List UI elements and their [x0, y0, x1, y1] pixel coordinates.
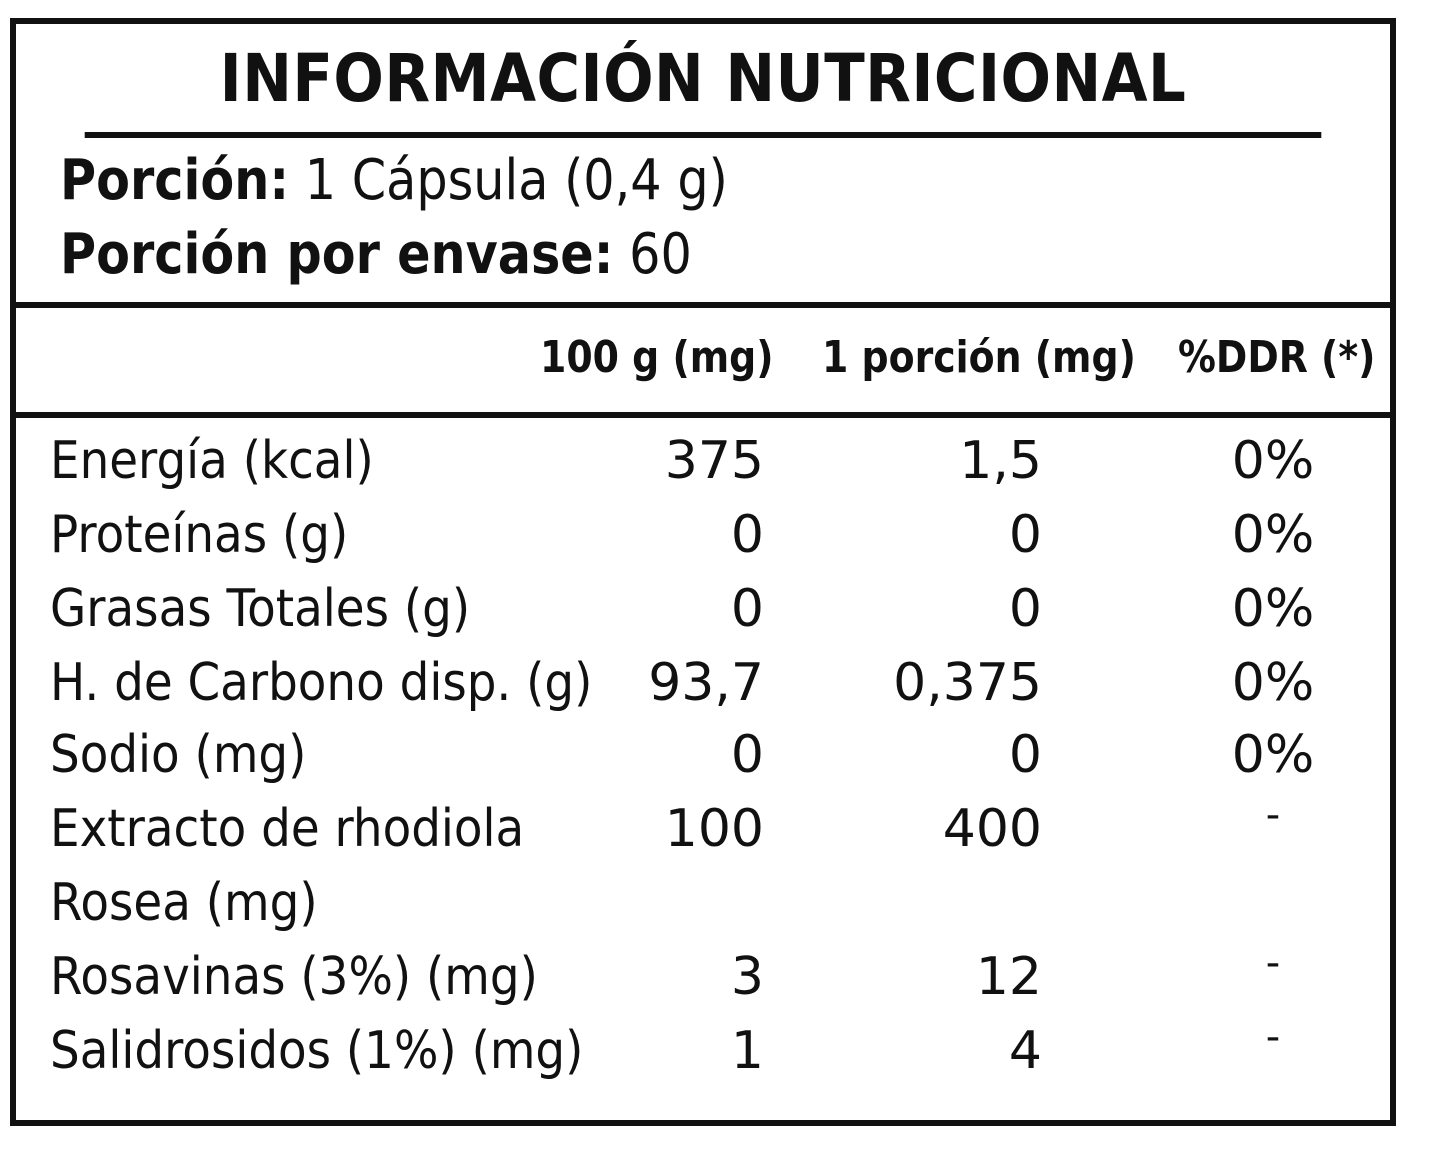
nutrient-name: Rosea (mg)	[50, 873, 318, 933]
nutrient-name: Salidrosidos (1%) (mg)	[50, 1021, 584, 1081]
value-ddr: 0%	[1231, 505, 1315, 565]
value-per-serving: 0	[1008, 505, 1042, 565]
table-row: Proteínas (g) 0 0 0%	[16, 498, 1390, 572]
value-ddr: -	[1265, 1014, 1281, 1060]
value-per-serving: 0	[1008, 725, 1042, 785]
value-per-100g: 0	[730, 725, 764, 785]
column-header-100g: 100 g (mg)	[540, 332, 774, 383]
column-header-serving: 1 porción (mg)	[822, 332, 1136, 383]
table-row: Rosea (mg)	[16, 866, 1390, 940]
table-row: Energía (kcal) 375 1,5 0%	[16, 424, 1390, 498]
servings-per-container: Porción por envase: 60	[60, 222, 692, 287]
value-ddr: 0%	[1231, 579, 1315, 639]
value-per-100g: 0	[730, 579, 764, 639]
nutrient-name: Grasas Totales (g)	[50, 579, 471, 639]
value-per-100g: 100	[664, 799, 764, 859]
value-ddr: -	[1265, 792, 1281, 838]
label-title: INFORMACIÓN NUTRICIONAL	[84, 24, 1322, 138]
servings-per-container-value: 60	[613, 222, 692, 287]
nutrition-facts-label: INFORMACIÓN NUTRICIONAL Porción: 1 Cápsu…	[10, 18, 1396, 1126]
serving-info: Porción: 1 Cápsula (0,4 g) Porción por e…	[16, 138, 1390, 308]
nutrient-name: H. de Carbono disp. (g)	[50, 653, 593, 713]
serving-size-value: 1 Cápsula (0,4 g)	[289, 148, 728, 213]
serving-size: Porción: 1 Cápsula (0,4 g)	[60, 148, 728, 213]
nutrient-name: Energía (kcal)	[50, 431, 374, 491]
table-row: H. de Carbono disp. (g) 93,7 0,375 0%	[16, 646, 1390, 720]
nutrient-name: Proteínas (g)	[50, 505, 349, 565]
table-row: Rosavinas (3%) (mg) 3 12 -	[16, 940, 1390, 1014]
value-per-100g: 375	[664, 431, 764, 491]
value-per-100g: 0	[730, 505, 764, 565]
value-ddr: 0%	[1231, 653, 1315, 713]
serving-size-label: Porción:	[60, 148, 290, 213]
value-per-serving: 400	[942, 799, 1042, 859]
table-row: Extracto de rhodiola 100 400 -	[16, 792, 1390, 866]
table-row: Salidrosidos (1%) (mg) 1 4 -	[16, 1014, 1390, 1088]
value-per-serving: 0,375	[893, 653, 1042, 713]
servings-per-container-label: Porción por envase:	[60, 222, 614, 287]
table-row: Grasas Totales (g) 0 0 0%	[16, 572, 1390, 646]
nutrient-name: Rosavinas (3%) (mg)	[50, 947, 538, 1007]
table-row: Sodio (mg) 0 0 0%	[16, 718, 1390, 792]
value-per-serving: 0	[1008, 579, 1042, 639]
column-header-ddr: %DDR (*)	[1178, 332, 1376, 383]
value-ddr: 0%	[1231, 431, 1315, 491]
value-ddr: -	[1265, 940, 1281, 986]
value-per-serving: 4	[1008, 1021, 1042, 1081]
nutrient-name: Sodio (mg)	[50, 725, 307, 785]
value-ddr: 0%	[1231, 725, 1315, 785]
value-per-100g: 3	[730, 947, 764, 1007]
value-per-100g: 93,7	[648, 653, 764, 713]
value-per-serving: 1,5	[959, 431, 1042, 491]
nutrient-name: Extracto de rhodiola	[50, 799, 525, 859]
table-header: 100 g (mg) 1 porción (mg) %DDR (*)	[16, 308, 1390, 418]
value-per-serving: 12	[975, 947, 1042, 1007]
value-per-100g: 1	[730, 1021, 764, 1081]
